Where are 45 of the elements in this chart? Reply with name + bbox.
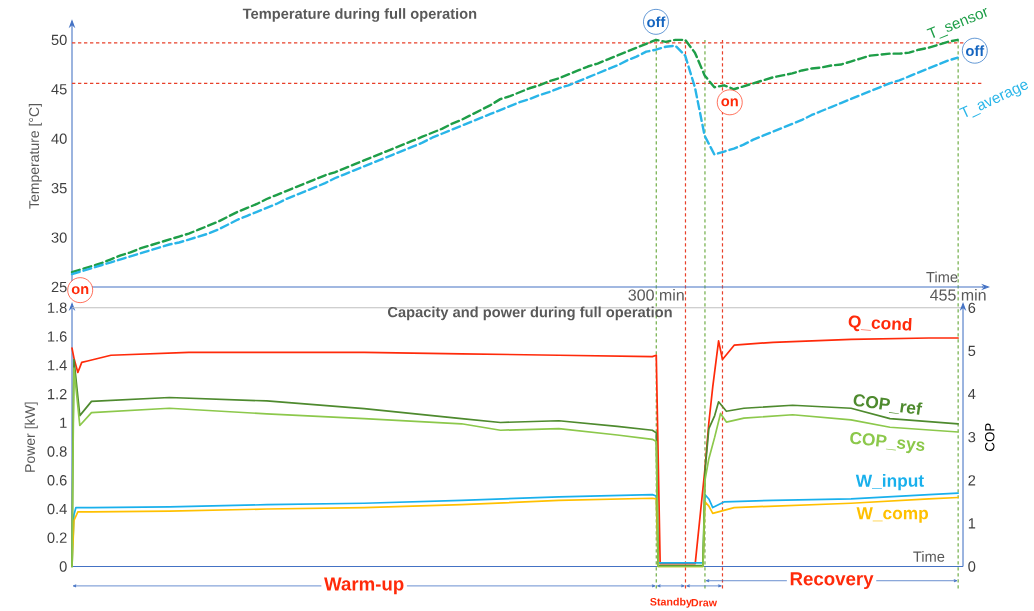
text: COP_sys	[850, 431, 925, 454]
text: COP_ref	[853, 394, 923, 415]
x-tick-label: 300 min	[628, 288, 684, 301]
y2-tick-label: 4	[968, 389, 976, 400]
y2-tick-label: 2	[968, 475, 976, 486]
y-tick-label: 0.2	[47, 532, 67, 543]
x-axis-title: Time	[913, 551, 945, 562]
x-axis-title: Time	[926, 271, 958, 283]
y-tick-label: 0.4	[47, 503, 67, 515]
y2-axis-title: COP	[985, 423, 995, 451]
y-axis-title: Temperature [°C]	[28, 104, 42, 209]
y2-tick-label: 0	[968, 561, 976, 572]
y-tick-label: 0.6	[47, 475, 67, 486]
y-tick-label: 1	[60, 417, 67, 428]
y2-tick-label: 1	[968, 518, 976, 529]
y-tick-label: 1.8	[48, 302, 67, 313]
y-tick-label: 1.4	[48, 360, 67, 371]
y-tick-label: 0	[59, 561, 67, 572]
series-label: W_comp	[856, 507, 929, 523]
y-tick-label: 40	[51, 133, 67, 144]
chart-title: Capacity and power during full operation	[387, 306, 672, 321]
y-tick-label: 45	[51, 84, 67, 95]
annotation: on	[721, 98, 738, 107]
y-tick-label: 0.8	[47, 446, 67, 457]
text: Warm-up	[324, 577, 404, 595]
y-tick-label: 35	[51, 182, 67, 194]
annotation: off	[647, 16, 666, 28]
y-tick-label: 30	[51, 232, 67, 243]
text: Recovery	[790, 572, 874, 590]
chart-title: Temperature during full operation	[242, 8, 477, 22]
x-tick-label: 455 min	[930, 288, 986, 301]
y-tick-label: 1.6	[48, 331, 67, 342]
y2-tick-label: 3	[968, 431, 976, 443]
text: Draw	[691, 598, 718, 607]
y-tick-label: 1.2	[48, 388, 67, 400]
y-tick-label: 25	[51, 281, 67, 293]
y2-tick-label: 6	[968, 302, 976, 313]
y-axis-title: Power [kW]	[24, 402, 38, 472]
y2-tick-label: 5	[968, 345, 976, 357]
series-label: W_input	[855, 474, 924, 491]
annotation: on	[71, 286, 89, 295]
annotation: off	[966, 45, 985, 57]
text: Standby	[650, 597, 692, 608]
y-tick-label: 50	[51, 34, 67, 46]
series-label: Q_cond	[848, 315, 912, 332]
